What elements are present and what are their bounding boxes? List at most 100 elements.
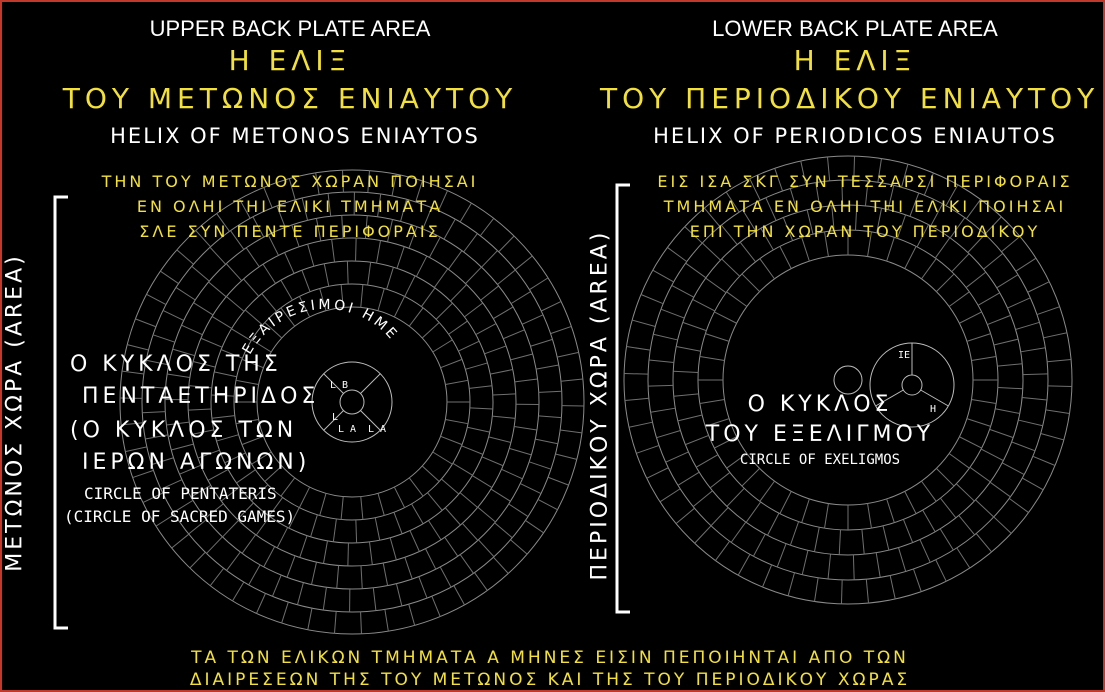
month-cell-divider	[459, 202, 472, 223]
month-cell-divider	[299, 535, 308, 558]
month-cell-divider	[433, 268, 449, 288]
month-cell-divider	[220, 486, 240, 502]
month-cell-divider	[882, 525, 890, 551]
month-cell-divider	[749, 178, 761, 201]
month-cell-divider	[887, 185, 895, 210]
month-cell-divider	[241, 435, 264, 446]
month-cell-divider	[801, 550, 809, 575]
upper-greek-title-1: Η ΕΛΙΞ	[228, 44, 352, 77]
month-cell-divider	[705, 418, 730, 427]
month-cell-divider	[529, 461, 552, 470]
month-cell-divider	[387, 219, 393, 243]
month-cell-divider	[428, 520, 442, 541]
month-cell-divider	[806, 209, 814, 235]
month-cell-divider	[173, 499, 194, 513]
month-cell-divider	[481, 456, 504, 467]
month-cell-divider	[677, 471, 700, 486]
lower-vertical-area-label: ΠΕΡΙΟΔΙΚΟΥ ΧΩΡΑ (AREA)	[587, 229, 613, 581]
month-cell-divider	[824, 231, 829, 257]
lower-subtitle: HELIX OF PERIODICOS ENIAUTOS	[653, 124, 1057, 148]
month-cell-divider	[195, 230, 211, 248]
month-cell-divider	[1001, 236, 1021, 253]
month-cell-divider	[665, 451, 689, 463]
month-cell-divider	[408, 226, 418, 249]
month-cell-divider	[480, 285, 499, 301]
month-cell-divider	[789, 188, 798, 213]
month-cell-divider	[940, 497, 957, 519]
lower-center-english-1: CIRCLE OF EXELIGMOS	[739, 452, 901, 468]
month-cell-divider	[692, 490, 713, 507]
month-cell-divider	[800, 160, 807, 185]
month-cell-divider	[469, 385, 493, 389]
month-cell-divider	[945, 184, 959, 206]
month-cell-divider	[745, 501, 762, 523]
month-cell-divider	[331, 239, 336, 263]
subdial-spoke	[323, 373, 344, 394]
month-cell-divider	[211, 316, 232, 329]
month-cell-divider	[400, 199, 408, 222]
month-cell-divider	[1032, 455, 1056, 466]
month-cell-divider	[393, 512, 403, 534]
month-cell-divider	[699, 399, 725, 404]
month-cell-divider	[555, 453, 577, 460]
month-cell-divider	[677, 414, 703, 422]
month-cell-divider	[827, 554, 832, 580]
month-cell-divider	[319, 493, 327, 516]
month-cell-divider	[459, 554, 474, 574]
month-cell-divider	[977, 292, 1001, 306]
month-cell-divider	[989, 428, 1014, 439]
month-cell-divider	[765, 197, 777, 221]
month-cell-divider	[181, 324, 203, 336]
month-cell-divider	[222, 519, 239, 538]
month-cell-divider	[251, 484, 269, 502]
month-cell-divider	[956, 547, 971, 569]
month-cell-divider	[334, 611, 337, 634]
lower-inscription-line-2: ΤΜΗΜΑΤΑ ΕΝ ΟΛΗΙ ΤΗΙ ΕΛΙΚΙ ΠΟΙΗΣΑΙ	[663, 197, 1067, 216]
month-cell-divider	[160, 479, 183, 490]
month-cell-divider	[1047, 358, 1072, 363]
month-cell-divider	[382, 562, 389, 586]
month-cell-divider	[301, 270, 311, 292]
month-cell-divider	[432, 339, 453, 353]
month-cell-divider	[179, 464, 201, 475]
month-cell-divider	[280, 307, 296, 327]
month-cell-divider	[281, 601, 289, 624]
month-cell-divider	[459, 492, 478, 508]
metonic-helix-dial	[119, 169, 585, 635]
month-cell-divider	[488, 436, 512, 443]
month-cell-divider	[453, 585, 465, 606]
month-cell-divider	[142, 385, 166, 389]
lower-greek-title-2: ΤΟΥ ΠΕΡΙΟΔΙΚΟΥ ΕΝΙΑΥΤΟΥ	[600, 82, 1100, 115]
month-cell-divider	[427, 492, 443, 511]
upper-dial-label-3: L A	[338, 424, 357, 435]
month-cell-divider	[886, 237, 895, 262]
month-cell-divider	[852, 554, 855, 580]
subdial-spoke	[920, 389, 949, 407]
month-cell-divider	[909, 192, 920, 217]
month-cell-divider	[782, 217, 794, 241]
month-cell-divider	[421, 322, 440, 339]
month-cell-divider	[1018, 419, 1043, 427]
month-cell-divider	[498, 235, 515, 253]
month-cell-divider	[461, 523, 479, 541]
upper-center-greek-2: ΠΕΝΤΑΕΤΗΡΙΔΟΣ	[82, 384, 320, 409]
month-cell-divider	[142, 492, 163, 503]
upper-greek-title-2: ΤΟΥ ΜΕΤΩΝΟΣ ΕΝΙΑΥΤΟΥ	[62, 82, 518, 115]
month-cell-divider	[1020, 347, 1046, 353]
month-cell-divider	[922, 509, 936, 533]
month-cell-divider	[377, 288, 385, 311]
month-cell-divider	[969, 466, 991, 483]
month-cell-divider	[971, 356, 997, 361]
month-cell-divider	[921, 258, 937, 280]
month-cell-divider	[838, 529, 842, 555]
month-cell-divider	[774, 168, 784, 192]
month-cell-divider	[789, 521, 800, 546]
month-cell-divider	[886, 498, 895, 523]
month-cell-divider	[404, 275, 416, 297]
month-cell-divider	[760, 227, 774, 251]
month-cell-divider	[391, 174, 397, 196]
month-cell-divider	[951, 253, 970, 273]
month-cell-divider	[492, 393, 516, 396]
subdial-spoke	[360, 410, 381, 431]
month-cell-divider	[1011, 441, 1036, 452]
